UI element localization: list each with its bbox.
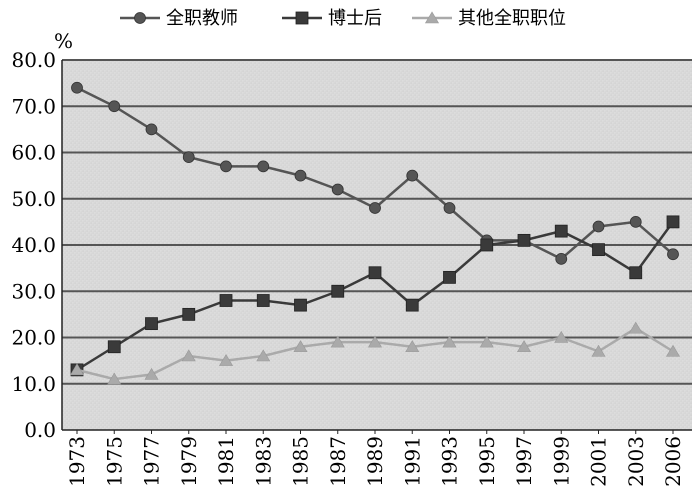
data-point-triangle <box>330 335 345 348</box>
legend-label: 其他全职职位 <box>458 8 566 29</box>
gridlines <box>62 59 692 385</box>
x-tick-label: 1975 <box>102 436 126 487</box>
data-point-circle <box>294 169 307 182</box>
y-tick-label: 50.0 <box>11 187 56 211</box>
data-point-triangle <box>293 340 308 353</box>
data-point-triangle <box>69 363 85 376</box>
series-layer <box>69 81 681 385</box>
x-tick-label: 2001 <box>587 436 611 487</box>
data-point-circle <box>406 169 419 182</box>
data-point-triangle <box>256 349 271 362</box>
data-point-square <box>592 243 605 257</box>
y-axis: 0.0 10.0 20.0 30.0 40.0 50.0 60.0 70.0 80.0 <box>11 48 63 442</box>
data-point-triangle <box>628 321 643 334</box>
legend-marker-square <box>295 11 309 25</box>
y-axis-unit-label: % <box>54 29 73 53</box>
data-point-triangle <box>479 335 494 348</box>
data-point-circle <box>108 100 121 113</box>
legend-label: 博士后 <box>328 8 382 29</box>
x-tick-label: 1987 <box>326 436 350 487</box>
series-3 <box>69 321 681 385</box>
x-tick-label: 1981 <box>214 436 238 487</box>
x-tick-label: 1989 <box>363 436 387 487</box>
data-point-square <box>107 340 121 354</box>
y-tick-label: 80.0 <box>11 48 56 72</box>
data-point-triangle <box>554 330 569 343</box>
data-point-square <box>182 307 196 321</box>
data-point-square <box>666 215 680 229</box>
x-tick-label: 1979 <box>177 436 201 487</box>
data-point-square <box>219 294 233 307</box>
y-tick-label: 70.0 <box>11 94 56 118</box>
y-tick-label: 10.0 <box>11 372 56 396</box>
y-tick-label: 60.0 <box>11 141 56 165</box>
data-point-triangle <box>405 340 420 353</box>
x-tick-label: 1991 <box>400 436 424 487</box>
y-tick-label: 40.0 <box>11 233 56 257</box>
data-point-triangle <box>367 335 383 348</box>
y-tick-label: 0.0 <box>24 418 56 442</box>
data-point-circle <box>331 183 344 196</box>
legend-item: 全职教师 <box>120 8 238 29</box>
x-tick-label: 1985 <box>289 436 313 487</box>
legend: 全职教师 博士后 其他全职职位 <box>120 8 566 29</box>
x-axis: 1973 1975 1977 1979 1981 1983 1985 1987 1989 1991… <box>62 429 692 487</box>
data-point-circle <box>220 160 232 173</box>
data-point-circle <box>257 160 270 173</box>
data-point-square <box>517 233 531 247</box>
legend-item: 博士后 <box>282 8 382 29</box>
data-point-triangle <box>218 354 234 366</box>
x-tick-label: 1993 <box>438 436 462 487</box>
data-point-square <box>331 284 345 298</box>
data-point-square <box>405 298 419 312</box>
data-point-triangle <box>181 349 196 362</box>
data-point-square <box>629 266 643 280</box>
legend-marker-circle <box>134 12 146 24</box>
data-point-circle <box>555 252 568 265</box>
data-point-square <box>443 270 456 284</box>
y-tick-label: 30.0 <box>11 279 56 303</box>
data-point-circle <box>629 215 642 228</box>
y-tick-label: 20.0 <box>11 326 56 350</box>
data-point-triangle <box>144 367 159 380</box>
data-point-triangle <box>591 344 606 357</box>
data-point-triangle <box>442 335 457 348</box>
data-point-circle <box>71 81 83 94</box>
x-tick-label: 1997 <box>512 436 536 487</box>
data-point-circle <box>369 202 381 214</box>
data-point-circle <box>667 248 679 261</box>
x-tick-label: 1983 <box>251 436 275 487</box>
data-point-square <box>256 294 270 307</box>
legend-marker-triangle <box>424 11 440 24</box>
x-tick-label: 2006 <box>661 436 685 487</box>
data-point-circle <box>443 202 456 214</box>
data-point-triangle <box>665 344 681 357</box>
data-point-square <box>554 224 568 238</box>
data-point-circle <box>592 220 605 233</box>
x-tick-label: 2003 <box>624 436 648 487</box>
data-point-square <box>368 266 382 280</box>
legend-item: 其他全职职位 <box>412 8 566 29</box>
data-point-triangle <box>516 340 532 353</box>
data-point-triangle <box>107 372 122 385</box>
x-tick-label: 1973 <box>65 436 89 487</box>
series-1 <box>71 81 679 265</box>
legend-label: 全职教师 <box>166 8 238 29</box>
x-tick-label: 1995 <box>475 436 499 487</box>
data-point-circle <box>182 151 195 164</box>
x-tick-label: 1977 <box>140 436 164 487</box>
data-point-square <box>145 317 158 331</box>
series-2 <box>70 215 680 377</box>
data-point-square <box>480 238 494 252</box>
data-point-square <box>294 298 307 312</box>
x-tick-label: 1999 <box>549 436 573 487</box>
data-point-circle <box>145 123 158 136</box>
